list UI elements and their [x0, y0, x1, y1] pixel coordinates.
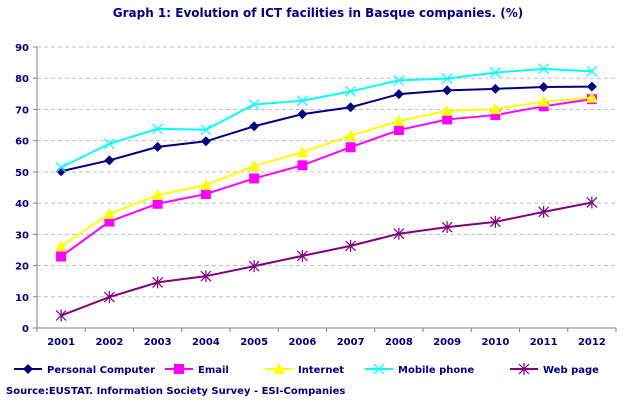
data-point	[56, 166, 67, 177]
legend-marker	[273, 363, 285, 374]
data-point	[489, 67, 501, 79]
legend-label: Internet	[298, 365, 344, 376]
data-point	[151, 188, 164, 200]
data-point	[537, 95, 550, 107]
y-tick-label: 30	[15, 230, 29, 241]
data-point	[393, 125, 404, 136]
data-point	[441, 104, 454, 116]
data-point	[441, 73, 453, 84]
data-point	[586, 65, 598, 77]
data-point	[152, 198, 163, 209]
legend-label: Personal Computer	[47, 365, 155, 376]
y-tick-label: 20	[15, 262, 29, 273]
legend-label: Email	[198, 365, 229, 376]
data-point	[55, 309, 67, 322]
legend-marker	[373, 363, 385, 375]
data-point	[296, 146, 309, 158]
data-point	[442, 114, 453, 125]
data-point	[296, 249, 308, 262]
x-tick-label: 2011	[530, 337, 558, 348]
data-point	[103, 208, 116, 220]
data-point	[297, 160, 308, 171]
data-point	[248, 159, 261, 171]
y-tick-label: 0	[22, 324, 29, 335]
series-line	[60, 67, 592, 169]
data-point	[55, 240, 68, 252]
x-tick-label: 2001	[47, 337, 75, 348]
data-point	[296, 95, 308, 107]
data-point	[200, 270, 212, 283]
y-tick-label: 40	[15, 199, 29, 210]
data-point	[585, 91, 598, 103]
x-tick-label: 2009	[433, 337, 461, 348]
data-point	[586, 81, 597, 92]
legend-label: Mobile phone	[398, 365, 474, 376]
series-line	[60, 98, 593, 258]
y-tick-label: 80	[15, 74, 29, 85]
data-point	[248, 99, 260, 110]
data-point	[249, 121, 260, 132]
source-note: Source:EUSTAT. Information Society Surve…	[6, 386, 346, 397]
data-point	[442, 85, 453, 96]
data-point	[345, 102, 356, 113]
data-point	[393, 74, 405, 86]
data-point	[345, 85, 357, 97]
data-point	[103, 138, 115, 150]
data-point	[538, 205, 550, 218]
data-point	[490, 83, 501, 94]
data-point	[538, 63, 550, 75]
x-tick-label: 2012	[578, 337, 606, 348]
data-point	[200, 136, 211, 147]
x-tick-label: 2002	[95, 337, 123, 348]
series-line	[60, 201, 593, 317]
chart-title: Graph 1: Evolution of ICT facilities in …	[112, 6, 524, 20]
data-point	[489, 103, 502, 115]
y-tick-label: 90	[15, 43, 29, 54]
data-point	[152, 141, 163, 152]
data-point	[200, 124, 212, 136]
data-point	[248, 260, 260, 273]
data-point	[586, 196, 598, 209]
y-tick-label: 10	[15, 293, 29, 304]
data-point	[152, 123, 164, 135]
series-line	[60, 96, 592, 248]
y-tick-label: 50	[15, 168, 29, 179]
data-point	[56, 251, 67, 262]
y-tick-label: 70	[15, 105, 29, 116]
x-tick-label: 2010	[481, 337, 509, 348]
data-point	[345, 239, 357, 252]
data-point	[104, 216, 115, 227]
data-point	[344, 129, 357, 141]
data-point	[490, 110, 501, 121]
x-tick-label: 2004	[192, 337, 220, 348]
data-point	[393, 227, 405, 240]
y-tick-label: 60	[15, 137, 29, 148]
data-point	[345, 142, 356, 153]
series-line	[60, 85, 592, 173]
legend-marker	[518, 363, 530, 375]
x-tick-label: 2005	[240, 337, 268, 348]
x-tick-label: 2007	[337, 337, 365, 348]
data-point	[152, 276, 164, 289]
data-point	[441, 221, 453, 234]
legend-label: Web page	[543, 365, 599, 376]
data-point	[55, 162, 67, 173]
data-point	[103, 291, 115, 304]
legend-marker	[23, 364, 33, 374]
data-point	[297, 109, 308, 120]
data-point	[104, 155, 115, 166]
x-tick-label: 2008	[385, 337, 413, 348]
data-point	[249, 173, 260, 184]
x-tick-label: 2006	[288, 337, 316, 348]
data-point	[200, 189, 211, 200]
x-tick-label: 2003	[144, 337, 172, 348]
data-point	[393, 89, 404, 100]
data-point	[199, 179, 212, 191]
data-point	[489, 215, 501, 228]
legend-marker	[174, 364, 184, 374]
data-point	[538, 81, 549, 92]
data-point	[392, 114, 405, 126]
